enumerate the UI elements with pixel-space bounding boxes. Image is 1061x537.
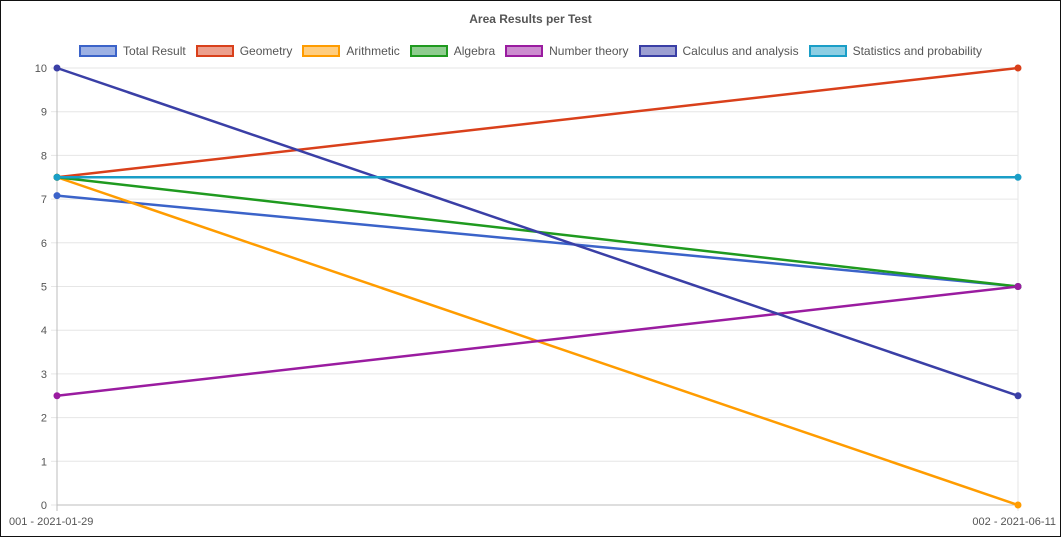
y-tick-label: 7 [41, 194, 47, 206]
y-tick-label: 5 [41, 282, 47, 294]
legend-item[interactable]: Number theory [505, 44, 629, 58]
y-tick-label: 4 [41, 325, 47, 337]
legend-item[interactable]: Arithmetic [302, 44, 400, 58]
data-point [53, 64, 61, 72]
legend-swatch [505, 45, 544, 57]
y-tick-label: 6 [41, 238, 47, 250]
data-point [1014, 283, 1022, 290]
y-tick-label: 2 [41, 413, 47, 425]
legend-label: Algebra [453, 44, 496, 58]
y-tick-label: 10 [35, 63, 47, 75]
series-line-4 [56, 285, 1019, 397]
legend-item[interactable]: Calculus and analysis [638, 44, 799, 58]
y-tick-label: 1 [41, 456, 47, 468]
legend-label: Total Result [123, 44, 186, 58]
legend-swatch [195, 45, 234, 57]
x-tick-label: 001 - 2021-01-29 [9, 516, 93, 528]
legend-swatch [808, 45, 847, 57]
x-tick-label: 002 - 2021-06-11 [972, 516, 1056, 528]
data-point [1014, 392, 1022, 400]
legend-item[interactable]: Total Result [79, 44, 186, 58]
series-line-0 [56, 194, 1019, 288]
y-tick-label: 0 [41, 500, 47, 512]
data-point [53, 173, 61, 181]
y-tick-label: 8 [41, 150, 47, 162]
series-line-1 [56, 66, 1019, 179]
y-tick-label: 3 [41, 369, 47, 381]
legend-swatch [409, 45, 448, 57]
legend-label: Number theory [549, 44, 629, 58]
legend-label: Calculus and analysis [682, 44, 799, 58]
legend-swatch [638, 45, 677, 57]
series-line-5 [56, 66, 1019, 397]
legend-label: Geometry [239, 44, 293, 58]
legend-label: Arithmetic [346, 44, 400, 58]
chart-legend: Total Result Geometry Arithmetic Algebra Num… [0, 41, 1061, 61]
legend-item[interactable]: Algebra [409, 44, 496, 58]
legend-swatch [302, 45, 341, 57]
legend-item[interactable]: Geometry [195, 44, 293, 58]
legend-swatch [79, 45, 118, 57]
data-point [1014, 501, 1022, 509]
data-point [53, 192, 61, 200]
data-point [1014, 64, 1022, 72]
legend-item[interactable]: Statistics and probability [808, 44, 982, 58]
legend-label: Statistics and probability [852, 44, 982, 58]
data-point [53, 392, 61, 400]
data-point [1014, 173, 1022, 181]
y-tick-label: 9 [41, 107, 47, 119]
chart-title: Area Results per Test [469, 12, 592, 26]
